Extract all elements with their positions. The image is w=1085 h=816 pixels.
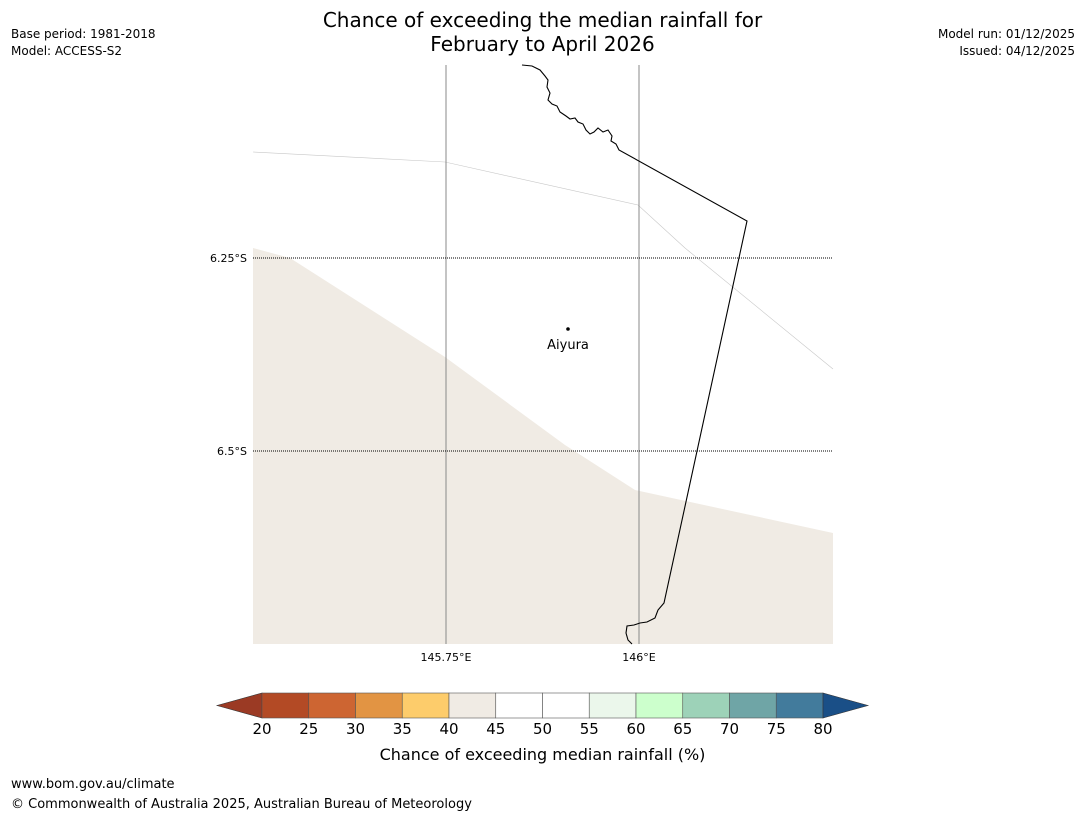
colorbar-box-60-65 [635,692,684,719]
colorbar-extend-low [215,692,263,719]
map-title: Chance of exceeding the median rainfall … [0,8,1085,56]
latitude-label-6-5: 6.5°S [217,445,247,458]
colorbar-tick-label: 30 [345,720,366,738]
aiyura-label: Aiyura [547,338,589,353]
colorbar-box-35-40 [401,692,450,719]
metadata-left: Base period: 1981-2018 Model: ACCESS-S2 [11,26,156,60]
colorbar-tick-label: 20 [252,720,272,738]
metadata-right: Model run: 01/12/2025 Issued: 04/12/2025 [938,26,1075,60]
model-run-text: Model run: 01/12/2025 [937,27,1075,41]
colorbar-box-70-75 [729,692,777,719]
colorbar-tick-label: 80 [813,720,833,738]
colorbar-box-20-25 [261,692,310,719]
colorbar-box-40-45 [448,692,497,719]
base-period-text: Base period: 1981-2018 [11,27,156,41]
title-line-1: Chance of exceeding the median rainfall … [322,8,763,32]
colorbar-tick-label: 25 [299,720,319,738]
issued-text: Issued: 04/12/2025 [959,44,1075,58]
region-boundary-line [252,151,834,370]
colorbar-box-30-35 [355,692,403,719]
footer-copyright: © Commonwealth of Australia 2025, Austra… [11,797,472,812]
colorbar-tick-label: 75 [766,720,786,738]
colorbar-label: Chance of exceeding median rainfall (%) [379,745,706,764]
longitude-label-146: 146°E [622,651,655,664]
coastline [521,64,748,645]
model-text: Model: ACCESS-S2 [11,44,123,58]
latitude-label-6-25: 6.25°S [210,252,247,265]
colorbar-tick-label: 50 [532,720,553,738]
colorbar-tick-label: 45 [486,720,506,738]
footer: www.bom.gov.au/climate © Commonwealth of… [11,775,472,815]
colorbar-box-65-70 [682,692,730,719]
title-line-2: February to April 2026 [430,32,655,56]
colorbar [215,692,870,719]
longitude-label-145-75: 145.75°E [421,651,472,664]
colorbar-box-45-50 [495,692,543,719]
colorbar-box-55-60 [588,692,637,719]
colorbar-tick-label: 35 [392,720,412,738]
colorbar-box-50-55 [542,692,590,719]
colorbar-tick-label: 55 [579,720,599,738]
colorbar-extend-high [822,692,870,719]
aiyura-marker [566,327,570,331]
colorbar-tick-label: 40 [439,720,459,738]
colorbar-box-25-30 [308,692,356,719]
footer-url: www.bom.gov.au/climate [11,777,175,792]
colorbar-box-75-80 [775,692,824,719]
colorbar-tick-label: 60 [626,720,646,738]
probability-region-40-45 [253,248,833,644]
colorbar-tick-label: 65 [673,720,693,738]
colorbar-tick-label: 70 [719,720,740,738]
